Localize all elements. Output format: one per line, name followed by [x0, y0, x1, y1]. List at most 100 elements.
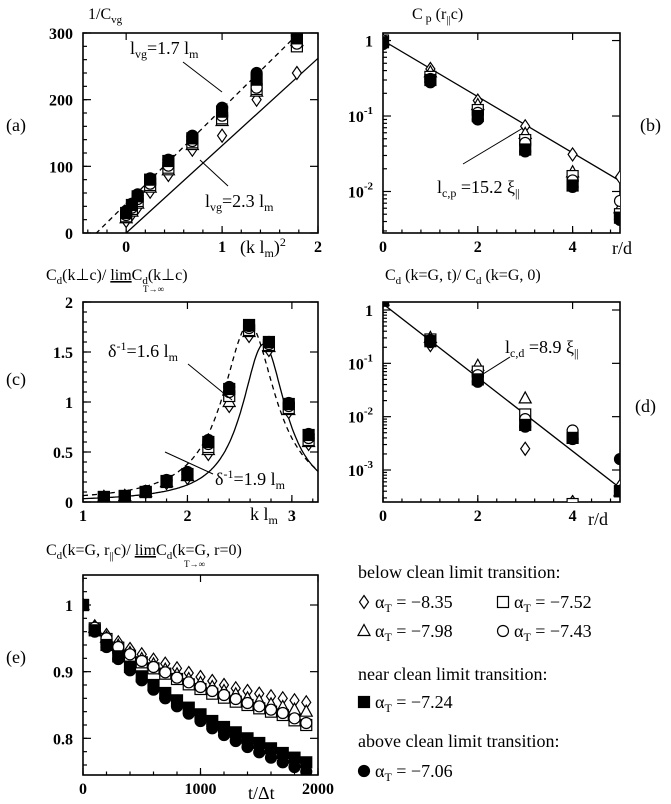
panel-c-arrow-solid [164, 451, 214, 475]
panel-b-point-circle-filled [383, 37, 390, 51]
panel-d-ytick-label: 1 [365, 303, 373, 320]
panel-a-fit-label-solid: lvg=2.3 lm [205, 191, 274, 214]
panel-e-point-circle-filled [300, 765, 313, 775]
panel-d-point-circle-filled [383, 302, 389, 307]
panel-c-ytick-label: 0 [65, 495, 73, 512]
panel-e-point-circle-open [194, 680, 207, 694]
panel-e-point-circle-open [206, 684, 219, 698]
panel-e-point-circle-filled [100, 640, 113, 654]
panel-a-frame [82, 32, 319, 234]
panel-d-point-square-open [566, 497, 579, 502]
panel-b-plot: 0 2 4 1 10-1 10-2 [348, 32, 621, 256]
panel-d-point-diamond-open [519, 441, 531, 457]
panel-d-ytick-label: 10-1 [348, 352, 373, 373]
panel-e-point-circle-filled [83, 598, 90, 612]
panel-b-point-circle-filled [613, 213, 620, 227]
panel-c-ytick-label: 1 [65, 395, 73, 412]
panel-b: (b) C p (r||c) 0 2 4 1 10-1 10-2 lc,p =15.2 ξ… [348, 6, 661, 258]
panel-d-plot: 0 2 4 1 10-1 10-2 10-3 [348, 301, 621, 525]
panel-a-xtick-label: 0 [122, 239, 130, 256]
panel-c-point-circle-filled [242, 319, 256, 333]
panel-e-point-circle-open [300, 716, 313, 730]
legend-label-circle-filled: αT = −7.06 [375, 761, 453, 784]
panel-e-point-circle-filled [88, 625, 101, 638]
panel-e-point-circle-filled [217, 728, 231, 742]
panel-c-plot: 1 2 3 0 0.5 1 1.5 2 [53, 295, 319, 525]
panel-c-point-circle-filled [282, 396, 295, 410]
panel-e-point-circle-filled [241, 740, 254, 754]
panel-d-xtick-label: 4 [569, 508, 577, 525]
panel-e-point-circle-open [147, 660, 160, 674]
panel-a-fit-solid [125, 57, 318, 233]
panel-letter-c: (c) [6, 369, 26, 390]
panel-c-ytick-label: 2 [65, 295, 73, 312]
legend-marker-circle-filled [357, 764, 371, 778]
panel-a-title: 1/Cvg [88, 6, 123, 26]
legend-group-title-above: above clean limit transition: [358, 731, 559, 751]
panel-d-point-circle-filled [613, 453, 620, 466]
panel-c-ytick-label: 1.5 [53, 345, 73, 362]
panel-e-title: Cd(k=G, r||c)/ limCd(k=G, r=0) [46, 542, 242, 562]
panel-e-point-triangle-open [299, 703, 314, 717]
panel-a-xtick-label: 1 [218, 239, 226, 256]
panel-d-xlabel: r/d [588, 509, 608, 529]
panel-c-point-circle-filled [118, 489, 131, 502]
panel-b-point-circle-open [613, 194, 620, 208]
panel-a-point-diamond-open [216, 128, 228, 144]
panel-e-point-circle-filled [135, 674, 148, 687]
panel-e-ytick-label: 0.8 [53, 731, 73, 748]
panel-c-point-circle-filled [262, 335, 276, 349]
panel-a-ytick-label: 100 [49, 159, 73, 176]
panel-e-point-circle-filled [194, 714, 207, 728]
panel-c-point-circle-filled [139, 484, 152, 498]
panel-a-arrow-dashed [182, 61, 223, 93]
panel-e-point-circle-open [217, 688, 231, 702]
panel-e-point-circle-open [170, 671, 184, 684]
panel-a-ytick-label: 300 [49, 26, 73, 43]
panel-d-point-circle-filled [424, 336, 437, 349]
panel-c-fit-solid [83, 343, 318, 500]
panel-e-title-limit-sub: T→∞ [184, 559, 205, 569]
panel-c-point-circle-filled [160, 473, 173, 487]
panel-e-xtick-label: 0 [79, 781, 87, 798]
panel-d-point-circle-filled [519, 420, 532, 433]
legend-label-square-open: αT = −7.52 [514, 592, 592, 615]
panel-c-xtick-label: 3 [288, 508, 296, 525]
legend: below clean limit transition: αT = −8.35 α… [356, 562, 592, 784]
panel-b-fit-label: lc,p =15.2 ξ|| [437, 177, 520, 200]
panel-a-ytick-label: 200 [49, 93, 73, 110]
panel-a-point-circle-filled [186, 129, 199, 142]
panel-c-point-circle-filled [181, 465, 194, 479]
panel-a-point-circle-filled [125, 197, 139, 210]
panel-a-xlabel: (k lm)2 [240, 235, 286, 260]
panel-c-point-circle-filled [302, 427, 315, 441]
panel-d-frame [382, 301, 621, 503]
panel-c-point-circle-filled [223, 380, 236, 394]
panel-letter-b: (b) [640, 115, 661, 136]
panel-e-point-circle-open [264, 703, 278, 716]
panel-b-point-circle-filled [566, 180, 579, 194]
panel-d-arrow [471, 356, 511, 382]
panel-c-title-limit-sub: T→∞ [143, 284, 164, 294]
panel-a-point-diamond-open [291, 65, 303, 81]
panel-b-point-diamond-open [614, 169, 620, 185]
legend-group-title-near: near clean limit transition: [358, 664, 547, 684]
panel-c-point-circle-filled [202, 433, 215, 447]
panel-a-point-circle-filled [215, 101, 229, 114]
panel-e-point-circle-filled [264, 751, 278, 764]
panel-b-ytick-label: 10-1 [348, 105, 373, 126]
panel-d-fit-label: lc,d =8.9 ξ|| [505, 337, 579, 360]
panel-a-ytick-label: 0 [65, 226, 73, 243]
panel-e-ytick-label: 1 [65, 598, 73, 615]
panel-d-ytick-label: 10-3 [348, 459, 374, 480]
legend-label-square-filled: αT = −7.24 [375, 692, 453, 715]
legend-marker-square-filled [357, 695, 371, 709]
panel-d-point-circle-filled [566, 432, 579, 446]
panel-e-xlabel: t/Δt [248, 783, 275, 803]
panel-c-ytick-label: 0.5 [53, 445, 73, 462]
panel-a-point-circle-filled [131, 188, 144, 201]
panel-c-fit-label-dashed: δ-1=1.6 lm [108, 339, 179, 364]
panel-d-ytick-label: 10-2 [348, 406, 374, 427]
panel-d: (d) Cd (k=G, t)/ Cd (k=G, 0) 0 2 4 1 10-1 10-… [348, 267, 656, 529]
